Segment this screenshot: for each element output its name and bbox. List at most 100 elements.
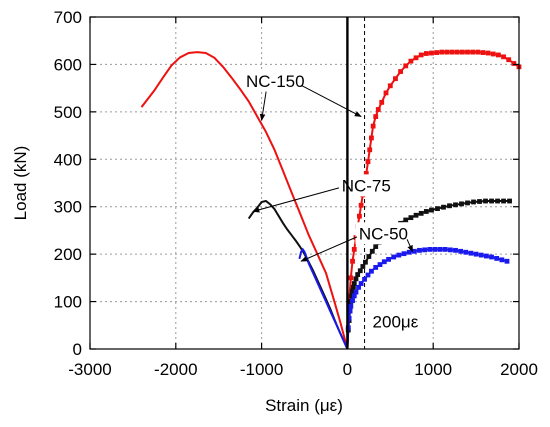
tension-marker (454, 49, 460, 55)
tension-marker (377, 262, 383, 267)
tension-marker (403, 217, 409, 223)
tension-marker (485, 50, 491, 56)
tension-marker (435, 206, 440, 212)
tension-marker (490, 51, 496, 57)
tension-marker (506, 57, 512, 63)
tension-marker (351, 281, 357, 286)
tension-marker (413, 55, 419, 61)
tension-marker (357, 268, 363, 274)
annotation-arrow (252, 187, 340, 213)
tension-marker (475, 49, 481, 55)
tension-marker (437, 247, 443, 252)
tension-marker (350, 298, 355, 304)
tension-marker (362, 276, 367, 282)
tension-line-nc-50 (346, 248, 508, 350)
tension-marker (478, 252, 484, 258)
tension-marker (373, 114, 379, 119)
tension-marker (463, 249, 469, 255)
tension-marker (347, 308, 353, 314)
tension-marker (507, 198, 512, 204)
tension-marker (480, 50, 486, 55)
annotation-nc-50: NC-50 (359, 224, 408, 243)
tension-marker (365, 159, 371, 165)
tension-marker (403, 63, 409, 69)
tension-marker (501, 198, 506, 204)
y-tick-label: 700 (54, 8, 82, 27)
series-nc-150 (140, 49, 522, 350)
tension-marker (348, 275, 354, 281)
tension-marker (439, 49, 445, 55)
tension-marker (411, 248, 417, 254)
annotation-arrow (406, 239, 414, 253)
annotation-layer: NC-150 NC-75 NC-50 (246, 70, 414, 262)
tension-marker (429, 207, 434, 213)
tension-marker (360, 264, 366, 269)
tension-marker (366, 254, 372, 259)
y-tick-label: 200 (54, 245, 82, 264)
annotation-nc-150: NC-150 (246, 72, 305, 91)
tension-marker (489, 254, 494, 260)
tension-marker (381, 259, 387, 265)
tension-marker (489, 198, 494, 204)
tension-marker (465, 200, 470, 206)
tension-marker (373, 244, 379, 249)
annotation-bg (338, 174, 395, 197)
tension-marker (408, 58, 414, 64)
grid-layer (90, 17, 519, 349)
tension-marker (386, 256, 391, 262)
tension-marker (383, 90, 389, 96)
tension-marker (356, 284, 361, 290)
tension-marker (423, 209, 429, 214)
annotation-arrow (300, 84, 362, 118)
tension-marker (511, 61, 517, 66)
tension-marker (417, 247, 422, 253)
x-axis-title: Strain (με) (265, 396, 343, 415)
tension-marker (471, 199, 476, 205)
tension-marker (444, 49, 450, 55)
y-axis-title: Load (kN) (11, 146, 30, 221)
annotation-arrow (259, 91, 267, 122)
tension-marker (441, 204, 446, 210)
tension-marker (447, 247, 453, 253)
tension-marker (495, 198, 500, 204)
compression-line-nc-150 (140, 51, 349, 350)
tension-marker (363, 171, 369, 176)
tension-marker (453, 202, 458, 208)
y-tick-label: 500 (54, 103, 82, 122)
series-layer (140, 49, 522, 350)
plot-frame (89, 16, 520, 350)
tension-marker (422, 247, 428, 253)
y-tick-label: 300 (54, 198, 82, 217)
tension-marker (375, 107, 381, 112)
tension-marker (350, 258, 355, 264)
tension-marker (369, 248, 375, 254)
tension-marker (353, 289, 359, 295)
tension-marker (349, 293, 355, 299)
tension-marker (406, 249, 412, 255)
tension-marker (351, 293, 357, 299)
x-tick-label: -3000 (68, 360, 111, 379)
tension-marker (432, 247, 438, 252)
tension-marker (459, 49, 465, 55)
tension-marker (499, 257, 505, 263)
tension-marker (477, 199, 482, 204)
annotation-bg (355, 222, 412, 245)
annotation-bg (247, 70, 304, 93)
tension-marker (453, 247, 458, 253)
tension-marker (379, 99, 385, 105)
tension-marker (468, 250, 474, 256)
compression-line-nc-75 (247, 199, 349, 350)
tension-marker (358, 202, 364, 208)
tension-marker (365, 272, 371, 278)
tension-marker (363, 259, 368, 265)
tension-marker (483, 253, 489, 259)
tension-marker (427, 247, 433, 252)
tension-marker (429, 50, 434, 56)
tension-marker (367, 147, 373, 153)
tension-marker (449, 49, 455, 55)
tension-line-nc-150 (346, 51, 520, 350)
tension-marker (494, 256, 500, 261)
tension-marker (401, 251, 407, 257)
compression-line-nc-50 (298, 247, 349, 350)
